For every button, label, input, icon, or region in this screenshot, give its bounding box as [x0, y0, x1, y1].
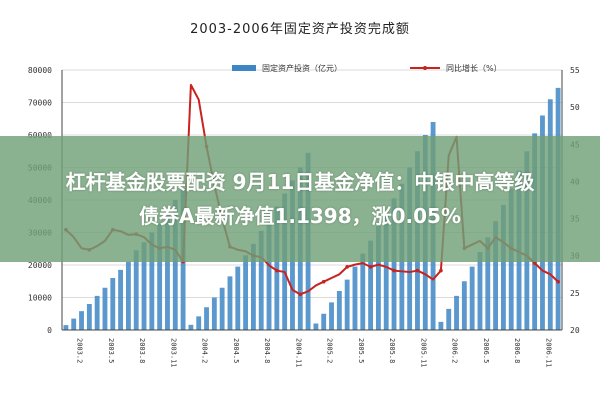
bar	[500, 204, 506, 330]
y-left-tick-label: 20000	[28, 261, 52, 270]
headline-banner[interactable]: 杠杆基金股票配资 9月11日基金净值：中银中高等级 债券A最新净值1.1398，…	[0, 136, 600, 262]
bar	[211, 297, 217, 330]
x-tick-label: 2006.8	[513, 338, 521, 363]
y-left-tick-label: 60000	[28, 131, 52, 140]
bar	[157, 222, 163, 330]
y-right-tick-label: 25	[570, 289, 580, 298]
bar	[172, 200, 178, 330]
growth-point	[298, 292, 303, 297]
bar	[375, 226, 381, 330]
legend-label-line: 同比增长（%）	[446, 63, 502, 73]
growth-point	[275, 268, 279, 273]
bar	[485, 237, 491, 330]
legend-swatch-bars	[232, 65, 256, 71]
y-left-tick-label: 70000	[28, 99, 52, 108]
bar	[250, 243, 256, 330]
bar	[110, 278, 116, 330]
bar	[141, 242, 147, 330]
bar	[118, 269, 124, 330]
bar	[243, 255, 249, 330]
bar	[461, 281, 467, 330]
bar	[188, 324, 194, 330]
growth-point	[345, 265, 349, 269]
x-tick-label: 2003.11	[169, 338, 177, 368]
bar	[258, 230, 264, 330]
bar	[454, 295, 459, 330]
y-left-tick-label: 10000	[28, 294, 52, 303]
bar	[352, 266, 358, 330]
x-tick-label: 2006.11	[544, 338, 552, 368]
bar	[266, 219, 272, 330]
x-tick-label: 2004.8	[263, 338, 271, 363]
y-right-tick-label: 55	[570, 66, 580, 75]
bar	[493, 221, 499, 330]
growth-point	[321, 279, 326, 284]
bar	[79, 311, 84, 330]
growth-point	[392, 268, 396, 273]
bar	[86, 304, 92, 330]
bar	[446, 308, 452, 330]
legend-swatch-line-marker	[423, 66, 427, 70]
headline-line-1: 杠杆基金股票配资 9月11日基金净值：中银中高等级	[65, 170, 535, 194]
bar	[125, 261, 131, 330]
growth-point	[368, 265, 373, 269]
bar	[219, 287, 225, 330]
bar	[71, 318, 77, 330]
bar	[469, 266, 475, 330]
bar	[149, 232, 155, 330]
bar	[329, 302, 334, 330]
x-tick-label: 2005.2	[326, 338, 334, 363]
bar	[368, 240, 374, 330]
bar	[336, 291, 342, 330]
bar	[204, 307, 209, 330]
growth-point	[532, 261, 537, 265]
x-tick-label: 2004.2	[201, 338, 209, 363]
growth-point	[439, 268, 443, 273]
bar	[165, 213, 170, 330]
bar	[477, 252, 483, 330]
bar	[383, 211, 389, 330]
bar	[102, 287, 108, 330]
x-tick-label: 2005.5	[357, 338, 365, 363]
growth-point	[415, 268, 420, 273]
bar	[313, 323, 319, 330]
x-tick-label: 2005.8	[388, 338, 396, 363]
bar	[344, 279, 350, 330]
y-right-tick-label: 50	[570, 103, 580, 112]
bar	[133, 250, 139, 330]
bar	[235, 266, 241, 330]
bar	[321, 313, 327, 330]
x-tick-label: 2004.5	[232, 338, 240, 363]
x-tick-label: 2006.2	[451, 338, 459, 363]
x-tick-label: 2003.2	[76, 338, 84, 363]
bar	[94, 295, 100, 330]
x-tick-label: 2003.5	[107, 338, 115, 363]
bar	[274, 206, 280, 330]
x-tick-label: 2004.11	[294, 338, 302, 368]
bar	[196, 316, 202, 330]
chart-title: 2003-2006年固定资产投资完成额	[190, 21, 410, 37]
x-tick-label: 2006.5	[482, 338, 490, 363]
y-left-tick-label: 0	[47, 326, 52, 335]
y-right-tick-label: 20	[570, 326, 580, 335]
x-tick-label: 2005.11	[419, 338, 427, 368]
bar	[63, 325, 69, 330]
x-tick-label: 2003.8	[138, 338, 146, 363]
growth-point	[556, 279, 560, 284]
legend-label-bars: 固定资产投资（亿元）	[262, 63, 342, 73]
bar	[438, 321, 444, 330]
bar	[360, 253, 366, 330]
bar	[391, 198, 397, 330]
headline-line-2: 债券A最新净值1.1398，涨0.05%	[138, 204, 462, 228]
bar	[227, 276, 233, 330]
y-left-tick-label: 80000	[28, 66, 52, 75]
